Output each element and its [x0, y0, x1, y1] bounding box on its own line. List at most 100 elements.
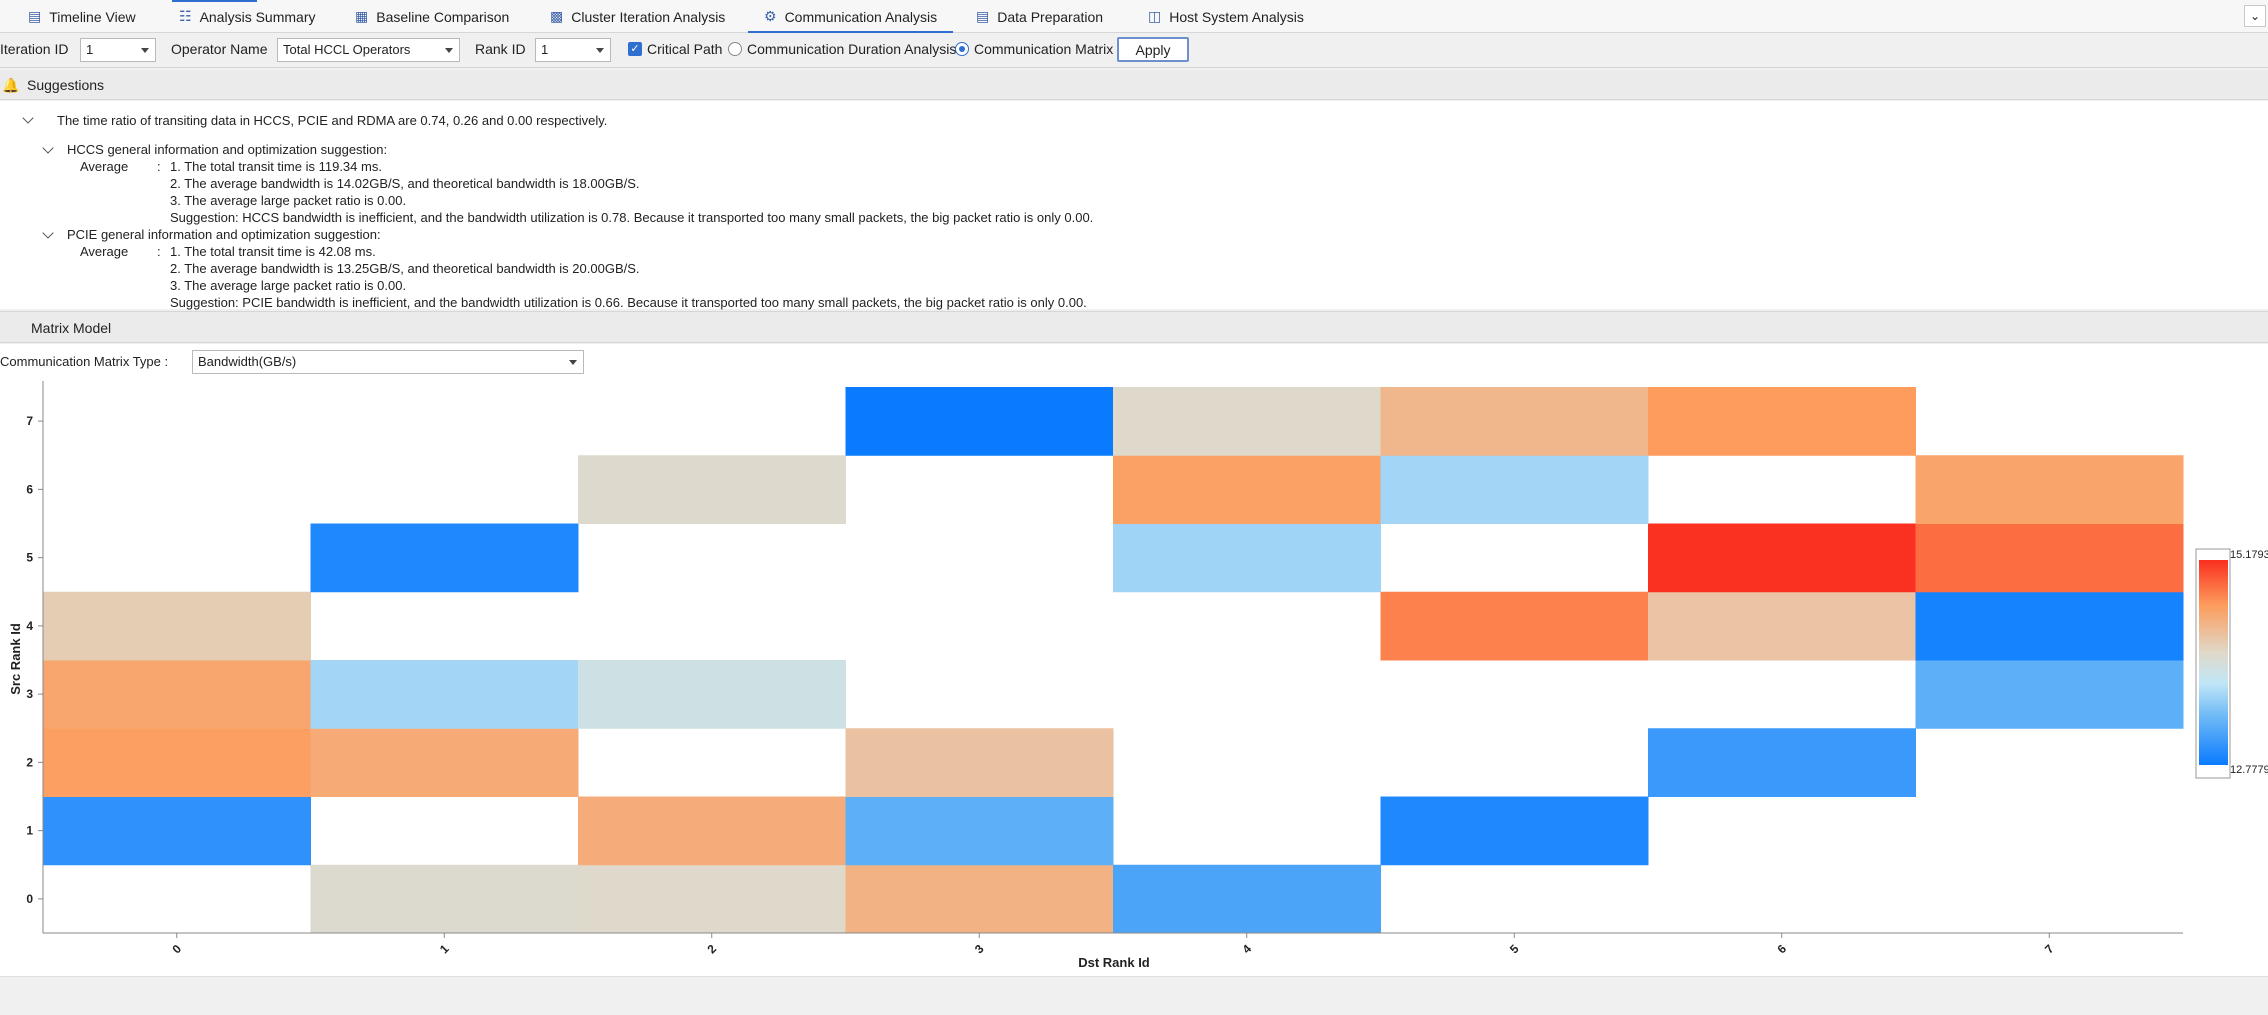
heatmap-cell[interactable] — [1380, 591, 1649, 661]
chevron-down-icon: ⌄ — [2249, 9, 2261, 23]
heatmap-cell[interactable] — [310, 660, 579, 729]
heatmap-cell[interactable] — [1113, 455, 1381, 524]
x-tick-label: 6 — [1774, 941, 1789, 956]
tab-overflow-button[interactable]: ⌄ — [2244, 5, 2266, 27]
apply-button[interactable]: Apply — [1117, 37, 1189, 62]
hccs-line: 2. The average bandwidth is 14.02GB/S, a… — [170, 176, 640, 191]
hccs-line: 3. The average large packet ratio is 0.0… — [170, 193, 407, 208]
tab-data-preparation[interactable]: ▤ Data Preparation — [976, 0, 1103, 33]
heatmap-cell[interactable] — [578, 796, 846, 866]
communication-matrix-label: Communication Matrix — [974, 41, 1114, 57]
data-icon: ▤ — [976, 8, 990, 24]
heatmap-cell[interactable] — [310, 523, 579, 593]
matrix-model-title: Matrix Model — [31, 320, 112, 336]
tab-label: Analysis Summary — [199, 8, 316, 25]
heatmap-cell[interactable] — [1648, 591, 1916, 661]
heatmap-cell[interactable] — [43, 660, 311, 729]
heatmap-cell[interactable] — [1648, 728, 1916, 797]
matrix-type-value: Bandwidth(GB/s) — [198, 354, 297, 369]
tab-cluster-iteration-analysis[interactable]: ▩ Cluster Iteration Analysis — [550, 0, 725, 33]
tab-label: Cluster Iteration Analysis — [571, 8, 726, 25]
matrix-type-select[interactable]: Bandwidth(GB/s) — [192, 350, 584, 374]
tab-analysis-summary[interactable]: ☷ Analysis Summary — [179, 0, 315, 33]
hccs-line: 1. The total transit time is 119.34 ms. — [170, 159, 382, 174]
suggestions-panel: The time ratio of transiting data in HCC… — [0, 101, 2268, 310]
host-icon: ◫ — [1148, 8, 1162, 24]
apply-label: Apply — [1135, 41, 1171, 58]
communication-duration-label: Communication Duration Analysis — [747, 41, 957, 57]
x-tick-label: 3 — [972, 941, 987, 956]
heatmap-cell[interactable] — [43, 728, 311, 797]
suggestions-header[interactable]: 🔔 Suggestions — [0, 70, 2268, 100]
compare-icon: ▦ — [355, 8, 369, 24]
operator-name-label: Operator Name — [171, 41, 268, 57]
hccs-suggestion: Suggestion: HCCS bandwidth is inefficien… — [170, 210, 1094, 225]
heatmap-cell[interactable] — [845, 796, 1114, 866]
heatmap-cell[interactable] — [43, 591, 311, 661]
x-tick-label: 2 — [704, 941, 719, 956]
heatmap-cell[interactable] — [310, 864, 579, 934]
iteration-id-value: 1 — [86, 42, 94, 57]
heatmap-cell[interactable] — [1915, 660, 2184, 729]
heatmap-cell[interactable] — [578, 864, 846, 934]
heatmap-cell[interactable] — [1915, 523, 2184, 593]
tab-host-system-analysis[interactable]: ◫ Host System Analysis — [1148, 0, 1304, 33]
colorbar-max-label: 15.1793 — [2230, 549, 2268, 561]
bottom-status-strip — [0, 976, 2268, 1015]
x-axis-label: Dst Rank Id — [1078, 955, 1150, 970]
colorbar-gradient — [2199, 560, 2228, 765]
operator-name-select[interactable]: Total HCCL Operators — [277, 38, 460, 62]
heatmap-cell[interactable] — [1113, 523, 1381, 593]
collapse-chevron-icon[interactable] — [42, 142, 54, 154]
heatmap-cell[interactable] — [1113, 864, 1381, 934]
communication-duration-radio[interactable] — [728, 42, 742, 56]
y-tick-label: 7 — [26, 414, 33, 428]
heatmap-cell[interactable] — [578, 455, 846, 524]
tab-baseline-comparison[interactable]: ▦ Baseline Comparison — [355, 0, 509, 33]
rank-id-select[interactable]: 1 — [535, 38, 611, 62]
critical-path-label: Critical Path — [647, 41, 723, 57]
heatmap-cell[interactable] — [845, 728, 1114, 797]
bar-chart-icon: ▤ — [28, 8, 42, 24]
heatmap-cell[interactable] — [1113, 387, 1381, 456]
tab-bar: ▤ Timeline View ☷ Analysis Summary ▦ Bas… — [0, 0, 2268, 34]
y-tick-label: 5 — [26, 551, 33, 565]
y-tick-label: 2 — [26, 755, 33, 769]
rank-id-value: 1 — [541, 42, 549, 57]
heatmap-cell[interactable] — [1648, 387, 1916, 456]
x-tick-label: 4 — [1239, 941, 1254, 956]
heatmap-cell[interactable] — [845, 864, 1114, 934]
collapse-chevron-icon[interactable] — [42, 227, 54, 239]
pcie-group-title: PCIE general information and optimizatio… — [67, 227, 381, 242]
filter-toolbar: Iteration ID 1 Operator Name Total HCCL … — [0, 33, 2268, 68]
cluster-icon: ▩ — [550, 8, 564, 24]
pcie-line: 3. The average large packet ratio is 0.0… — [170, 278, 407, 293]
heatmap-chart: 0 1 2 3 4 5 6 7 0 1 2 3 4 5 6 7 Dst Rank Id Src Rank Id… — [8, 381, 2268, 970]
iteration-id-label: Iteration ID — [0, 41, 69, 57]
heatmap-cell[interactable] — [1915, 591, 2184, 661]
tab-communication-analysis[interactable]: ⚙ Communication Analysis — [747, 0, 954, 34]
hccs-separator: : — [157, 159, 161, 174]
critical-path-checkbox[interactable]: ✓ — [628, 42, 642, 56]
heatmap-cell[interactable] — [1915, 455, 2184, 524]
heatmap-cell[interactable] — [1380, 387, 1649, 456]
suggestion-summary: The time ratio of transiting data in HCC… — [57, 113, 608, 128]
summary-icon: ☷ — [179, 8, 192, 24]
heatmap-cell[interactable] — [310, 728, 579, 797]
heatmap-cell[interactable] — [578, 660, 846, 729]
heatmap-cell[interactable] — [1648, 523, 1916, 593]
communication-matrix-radio[interactable] — [955, 42, 969, 56]
bell-icon: 🔔 — [2, 77, 20, 93]
collapse-chevron-icon[interactable] — [22, 112, 34, 124]
pcie-suggestion: Suggestion: PCIE bandwidth is inefficien… — [170, 295, 1087, 310]
heatmap-cell[interactable] — [1380, 455, 1649, 524]
tab-timeline-view[interactable]: ▤ Timeline View — [28, 0, 136, 33]
matrix-model-header[interactable]: Matrix Model — [0, 311, 2268, 343]
heatmap-cell[interactable] — [845, 387, 1114, 456]
pcie-separator: : — [157, 244, 161, 259]
heatmap-cell[interactable] — [1380, 796, 1649, 866]
iteration-id-select[interactable]: 1 — [80, 38, 156, 62]
y-tick-label: 6 — [26, 482, 33, 496]
tab-label: Timeline View — [49, 8, 136, 25]
heatmap-cell[interactable] — [43, 796, 311, 866]
